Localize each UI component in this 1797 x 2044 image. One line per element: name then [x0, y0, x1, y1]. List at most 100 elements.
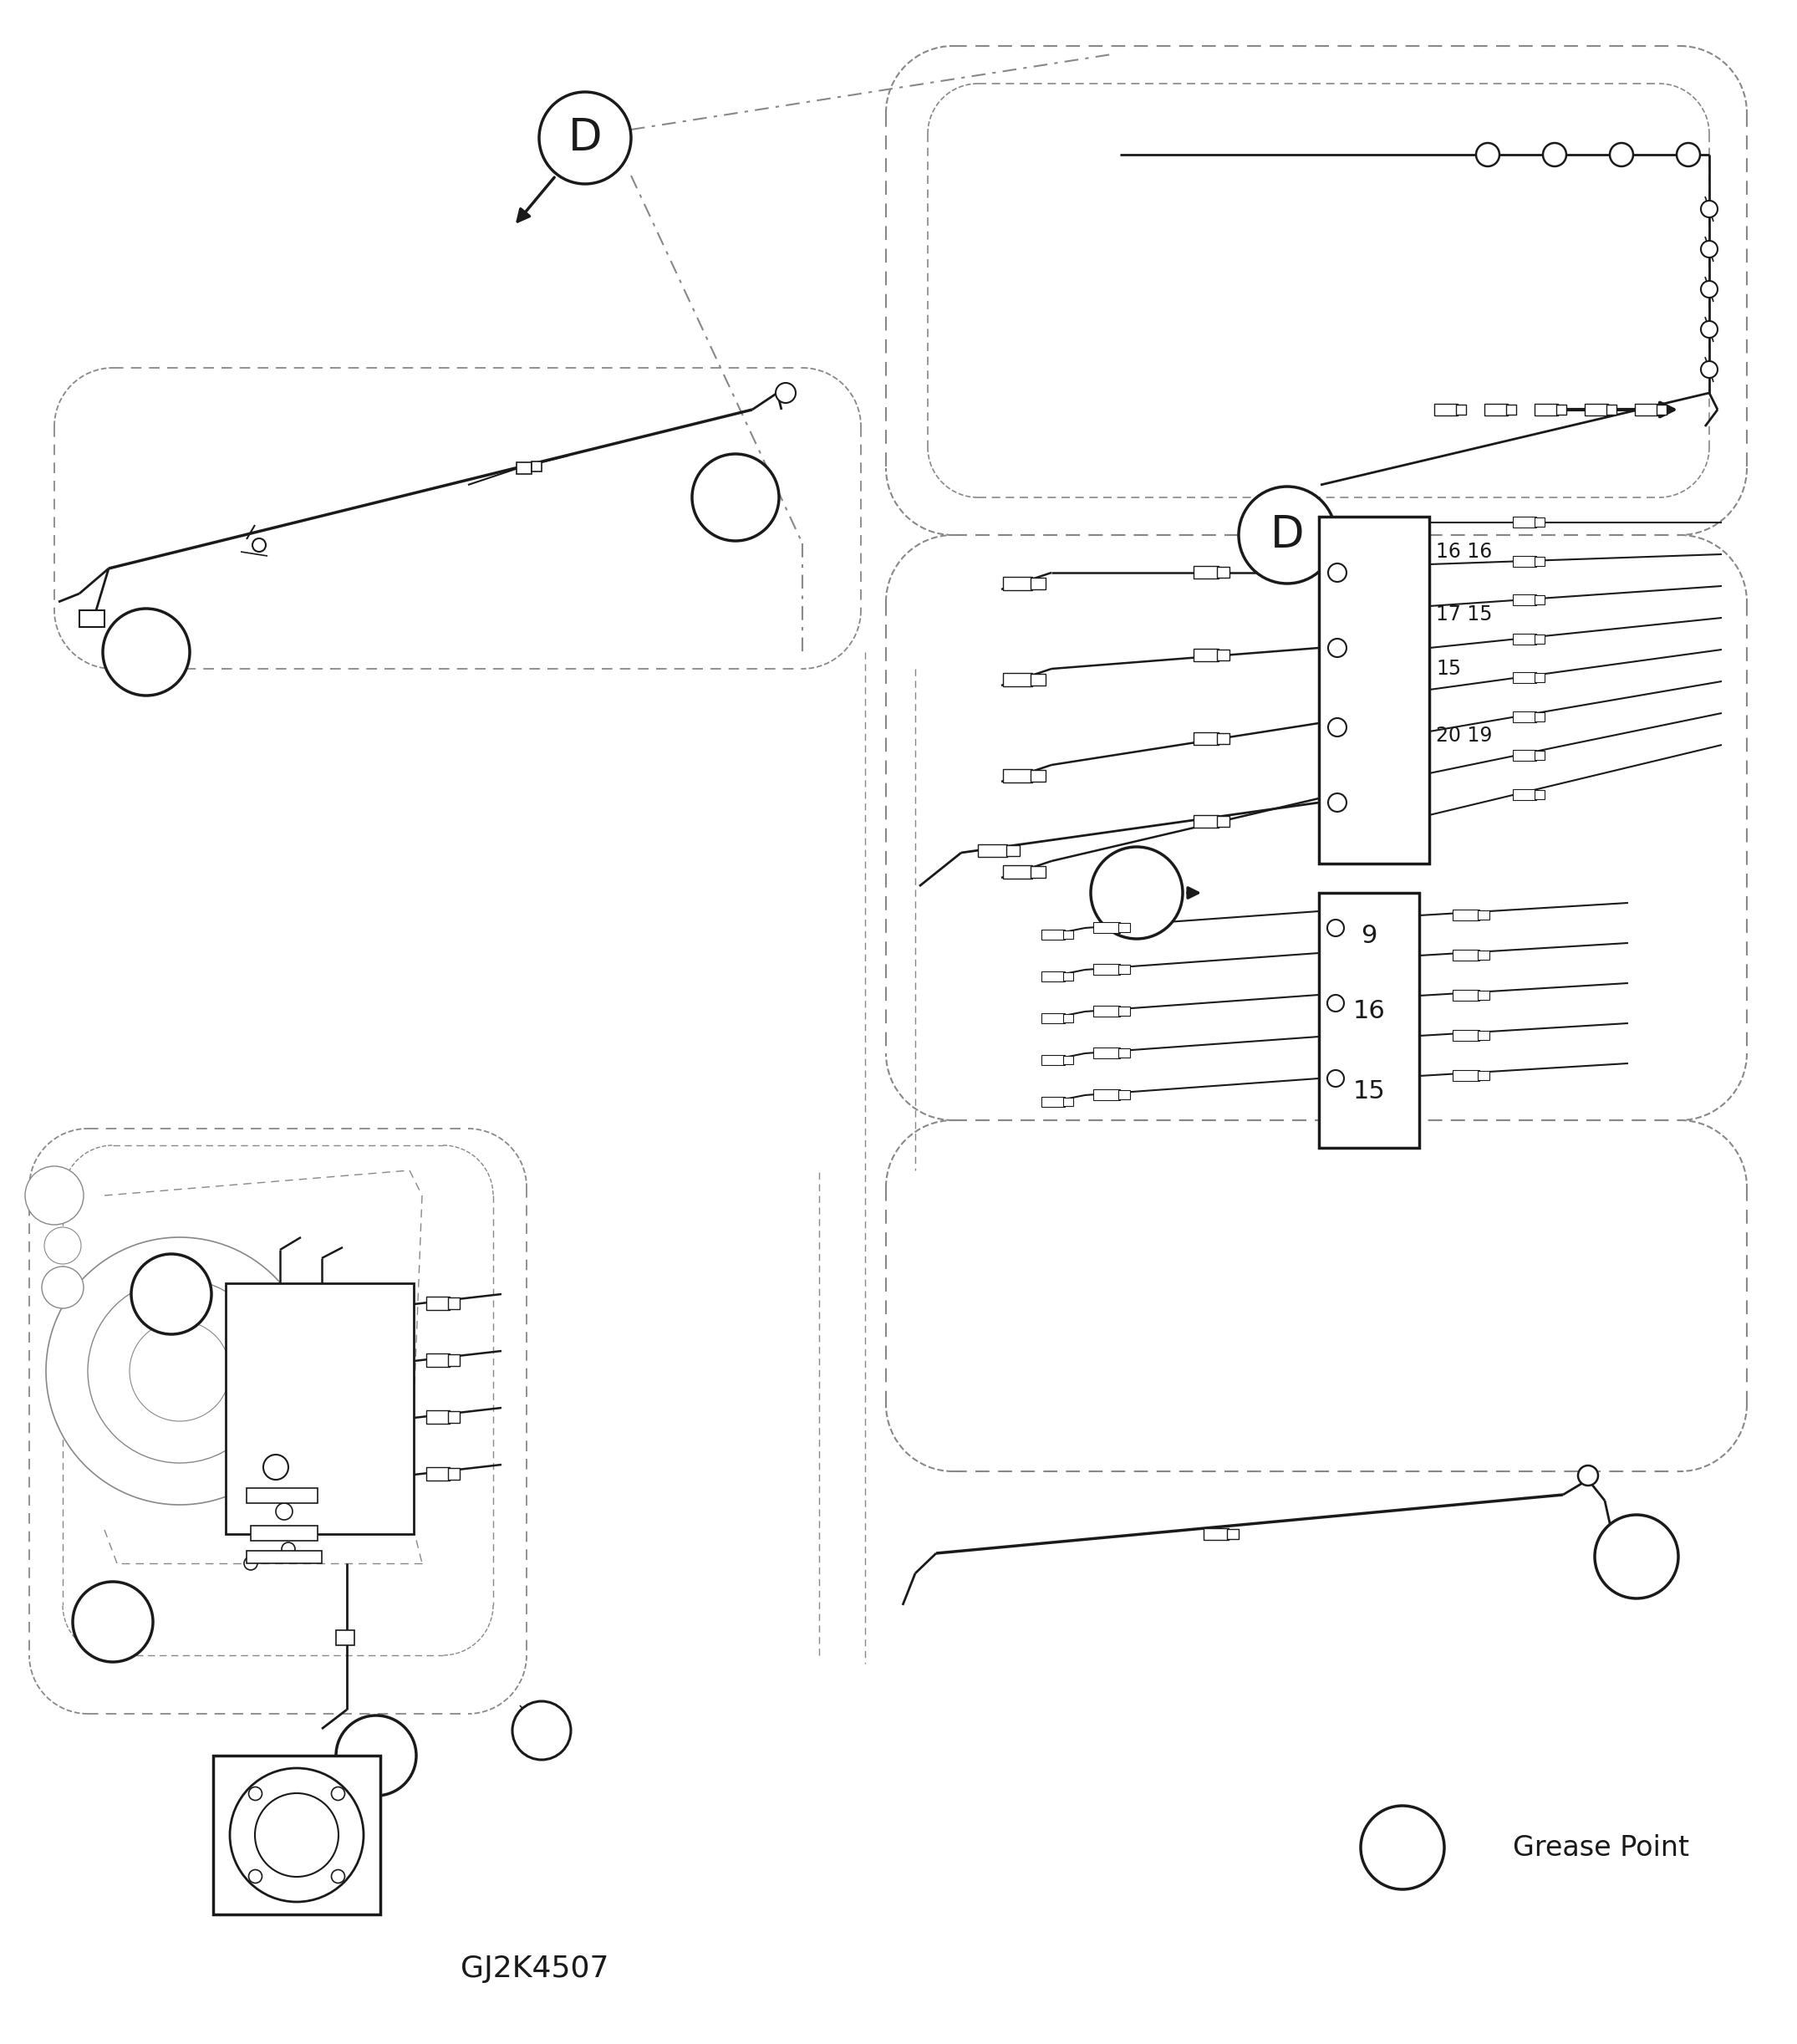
Bar — [1118, 1049, 1130, 1057]
Circle shape — [1702, 362, 1718, 378]
Bar — [426, 1296, 449, 1310]
Bar — [1064, 1014, 1073, 1022]
Bar — [1193, 732, 1218, 744]
Circle shape — [255, 1793, 338, 1876]
Bar — [1585, 405, 1608, 415]
Text: 15: 15 — [1353, 1079, 1385, 1104]
Circle shape — [47, 1237, 313, 1504]
Bar — [1456, 405, 1466, 415]
Bar — [1535, 595, 1545, 605]
Circle shape — [512, 1701, 571, 1760]
Bar — [1477, 1030, 1490, 1040]
Bar — [246, 1551, 322, 1564]
Bar — [1535, 672, 1545, 683]
Bar — [978, 844, 1006, 856]
Bar — [1042, 1055, 1066, 1065]
Circle shape — [129, 1320, 230, 1421]
Bar — [1042, 1098, 1066, 1108]
Bar — [1452, 910, 1479, 920]
Bar — [1118, 965, 1130, 973]
Bar — [1513, 556, 1536, 566]
Circle shape — [244, 1558, 257, 1570]
Bar — [1535, 791, 1545, 799]
Circle shape — [1360, 1805, 1445, 1889]
Bar — [1093, 1006, 1120, 1016]
Bar — [1513, 711, 1536, 722]
Circle shape — [776, 382, 796, 403]
Bar — [1513, 634, 1536, 644]
Bar — [1217, 650, 1229, 660]
Bar — [1477, 910, 1490, 920]
Bar — [1217, 816, 1229, 828]
Circle shape — [1238, 486, 1335, 583]
Bar — [1118, 1006, 1130, 1016]
Bar — [447, 1298, 460, 1308]
Circle shape — [692, 454, 778, 542]
Circle shape — [230, 1768, 363, 1901]
Circle shape — [331, 1786, 345, 1801]
Bar — [426, 1410, 449, 1425]
Circle shape — [1544, 143, 1567, 166]
Circle shape — [248, 1870, 262, 1883]
Bar — [1506, 405, 1517, 415]
Circle shape — [248, 1786, 262, 1801]
Circle shape — [45, 1226, 81, 1263]
Bar — [1452, 989, 1479, 1002]
Bar — [1093, 1047, 1120, 1059]
Bar — [1193, 650, 1218, 662]
Bar — [1635, 405, 1659, 415]
Circle shape — [1610, 143, 1633, 166]
Bar — [1030, 867, 1046, 877]
Bar — [1513, 672, 1536, 683]
Circle shape — [1328, 717, 1346, 736]
Bar — [1204, 1529, 1229, 1539]
Bar — [1064, 1098, 1073, 1106]
Bar — [1452, 1071, 1479, 1081]
Circle shape — [72, 1582, 153, 1662]
Circle shape — [1702, 200, 1718, 217]
Text: 9: 9 — [1360, 924, 1377, 948]
Circle shape — [25, 1167, 84, 1224]
Circle shape — [41, 1267, 84, 1308]
Bar — [79, 611, 104, 628]
Bar — [1607, 405, 1617, 415]
Text: D: D — [568, 117, 602, 159]
Circle shape — [539, 92, 631, 184]
Bar — [426, 1468, 449, 1480]
Circle shape — [1328, 793, 1346, 811]
Bar — [447, 1468, 460, 1480]
Bar — [1003, 865, 1031, 879]
Text: Grease Point: Grease Point — [1513, 1833, 1689, 1862]
Bar — [1535, 750, 1545, 760]
Bar — [1217, 566, 1229, 578]
Bar — [1003, 576, 1031, 591]
Bar — [1093, 965, 1120, 975]
Bar — [1535, 517, 1545, 527]
Bar — [1093, 1089, 1120, 1100]
Bar — [1535, 634, 1545, 644]
Circle shape — [264, 1455, 288, 1480]
Bar — [1477, 950, 1490, 961]
Text: 17 15: 17 15 — [1436, 605, 1492, 625]
Bar — [1042, 1014, 1066, 1024]
Circle shape — [282, 1543, 295, 1555]
Circle shape — [102, 609, 190, 695]
Circle shape — [252, 538, 266, 552]
Bar — [1093, 922, 1120, 932]
Circle shape — [1702, 280, 1718, 298]
Bar — [1064, 930, 1073, 938]
Bar — [532, 462, 541, 472]
Bar — [1513, 789, 1536, 799]
Circle shape — [275, 1502, 293, 1521]
Circle shape — [1328, 1071, 1344, 1087]
Bar — [1477, 991, 1490, 1000]
Bar — [1452, 950, 1479, 961]
Bar — [1042, 930, 1066, 940]
Bar — [1118, 924, 1130, 932]
Bar — [336, 1631, 354, 1645]
Circle shape — [1702, 321, 1718, 337]
Bar — [1477, 1071, 1490, 1079]
Circle shape — [1594, 1515, 1678, 1598]
Bar — [1535, 711, 1545, 722]
Bar — [1217, 734, 1229, 744]
